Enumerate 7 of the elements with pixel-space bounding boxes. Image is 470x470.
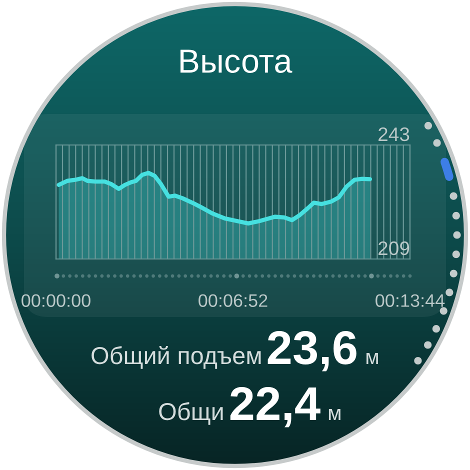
x-tick-label: 00:13:44 xyxy=(376,294,445,307)
text: Общи 22,4 м xyxy=(159,387,340,428)
y-tick-label: 209 xyxy=(378,241,410,256)
chart-title: Высота xyxy=(180,50,292,73)
x-tick-label: 00:00:00 xyxy=(22,294,90,307)
y-tick-label: 243 xyxy=(378,127,410,142)
x-tick-label: 00:06:52 xyxy=(198,294,268,307)
